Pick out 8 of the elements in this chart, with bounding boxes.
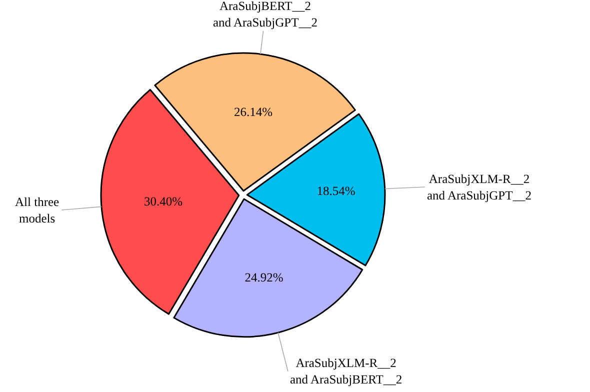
slice-label: All three models	[15, 195, 60, 226]
data-label: 18.54%	[316, 184, 356, 198]
slice-label: AraSubjXLM-R__2 and AraSubjGPT__2	[427, 172, 532, 202]
slice-label: AraSubjXLM-R__2 and AraSubjBERT__2	[290, 356, 402, 386]
data-label: 26.14%	[234, 104, 273, 119]
slice-label: AraSubjBERT__2 and AraSubjGPT__2	[213, 0, 318, 30]
data-label: 30.40%	[144, 194, 183, 209]
data-label: 24.92%	[244, 270, 284, 284]
